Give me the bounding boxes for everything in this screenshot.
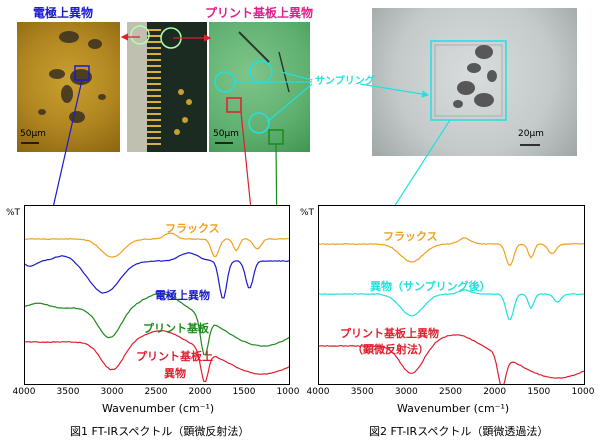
label-electrode-foreign: 電極上異物 bbox=[33, 6, 94, 20]
sampled-micrograph: 20μm bbox=[372, 8, 577, 156]
chart2-series-pcb-foreign bbox=[319, 334, 584, 384]
chart2-xticks: 4000 3500 3000 2500 2000 1500 1000 bbox=[307, 387, 595, 399]
label-pcb-foreign: プリント基板上異物 bbox=[205, 6, 314, 20]
chart1-xlabel: Wavenumber (cm⁻¹) bbox=[102, 402, 215, 415]
chart2-label-foreign-sampled: 異物（サンプリング後） bbox=[370, 280, 491, 293]
scale-label-right: 20μm bbox=[518, 129, 544, 139]
chart2-ylabel: %T bbox=[300, 208, 315, 218]
chart1-xtick: 1500 bbox=[232, 387, 256, 397]
chart2-xtick: 1000 bbox=[571, 387, 595, 397]
chart1-label-electrode: 電極上異物 bbox=[155, 289, 210, 302]
chart2-xtick: 1500 bbox=[527, 387, 551, 397]
chart1-series-flux bbox=[25, 232, 289, 258]
chart2-xtick: 4000 bbox=[306, 387, 330, 397]
chart2-series-flux bbox=[319, 237, 584, 267]
chart2-xtick: 3000 bbox=[394, 387, 418, 397]
scale-label-electrode: 50μm bbox=[20, 129, 46, 139]
chart1-xtick: 1000 bbox=[276, 387, 300, 397]
chart2-plot bbox=[318, 205, 585, 385]
chart1-label-pcb-foreign-1: プリント基板上 bbox=[136, 350, 213, 363]
chart1-label-pcb: プリント基板 bbox=[143, 322, 209, 335]
chart2-xtick: 2500 bbox=[439, 387, 462, 397]
chart1-xtick: 3500 bbox=[56, 387, 80, 397]
chart1-xtick: 2000 bbox=[188, 387, 212, 397]
chart2-label-flux: フラックス bbox=[383, 230, 438, 243]
electrode-micrograph: 50μm bbox=[17, 22, 120, 152]
chart2-xtick: 2000 bbox=[483, 387, 507, 397]
chart2-label-pcb-foreign-1: プリント基板上異物 bbox=[340, 327, 439, 340]
chart1-caption: 図1 FT-IRスペクトル（顕微反射法） bbox=[70, 425, 250, 438]
chart2-xtick: 3500 bbox=[350, 387, 374, 397]
scale-label-pcb: 50μm bbox=[213, 129, 239, 139]
chart1-series-pcb-foreign bbox=[25, 329, 289, 383]
chart2-label-pcb-foreign-2: （顕微反射法） bbox=[352, 343, 429, 356]
chart2-series-foreign bbox=[319, 289, 584, 321]
chart2-xlabel: Wavenumber (cm⁻¹) bbox=[397, 402, 510, 415]
connector-photo bbox=[127, 22, 207, 152]
chart1-plot bbox=[24, 205, 290, 385]
chart1-label-pcb-foreign-2: 異物 bbox=[164, 367, 186, 380]
pcb-micrograph: 50μm bbox=[209, 22, 310, 152]
chart1-ylabel: %T bbox=[6, 208, 21, 218]
chart1-xticks: 4000 3500 3000 2500 2000 1500 1000 bbox=[13, 387, 300, 399]
chart1-xtick: 3000 bbox=[100, 387, 124, 397]
chart1-xtick: 2500 bbox=[144, 387, 168, 397]
chart1-label-flux: フラックス bbox=[165, 222, 220, 235]
chart1-xtick: 4000 bbox=[12, 387, 36, 397]
label-sampling: サンプリング bbox=[315, 76, 375, 87]
chart1-series-pcb bbox=[25, 293, 289, 356]
chart2-caption: 図2 FT-IRスペクトル（顕微透過法） bbox=[369, 425, 549, 438]
chart1-series-electrode bbox=[25, 252, 289, 299]
